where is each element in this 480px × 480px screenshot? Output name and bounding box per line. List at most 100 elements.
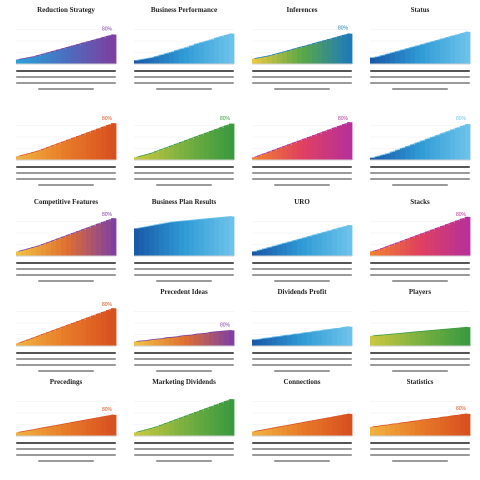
area-bar [327,39,333,64]
caption-lines [370,352,470,376]
area-bar [307,44,313,64]
area-bar [159,54,165,64]
area-bar [455,415,461,436]
area-bar [149,339,155,346]
caption-lines [252,166,352,190]
area-bar [445,37,451,64]
area-bar [174,50,180,64]
area-bar [81,134,87,160]
area-bar [61,424,67,436]
caption-line [134,358,234,360]
area-bar [96,313,102,346]
area-bar [430,137,436,160]
area-bar [385,153,391,160]
area-bar [460,125,466,160]
area-bar [46,332,52,346]
area-bar [415,142,421,160]
area-bar [390,244,396,256]
area-bar [21,431,27,436]
area-bar [312,420,318,436]
caption-line [370,172,470,174]
area-line [254,413,350,432]
area-bar [26,248,32,256]
caption-line [134,178,234,180]
area-bar [66,324,72,346]
area-bar [46,242,52,256]
area-bar [262,153,268,160]
area-bar [252,157,258,160]
area-bar [209,218,215,256]
area-bar [317,419,323,436]
caption-line [274,460,330,462]
area-bar [194,334,200,346]
caption-line [16,172,116,174]
area-bar [164,53,170,64]
area-bar [380,425,386,436]
area-bar [36,335,42,346]
caption-line [134,166,234,168]
area-bar [327,329,333,346]
caption-line [370,364,470,366]
caption-line [156,280,212,282]
caption-lines [370,70,470,94]
area-bar [169,421,175,436]
area-bar [395,242,401,256]
area-bar [277,244,283,256]
area-bar [287,424,293,436]
area-bar [347,122,353,160]
area-bar [257,57,263,64]
area-bar [214,331,220,346]
caption-line [274,370,330,372]
area-bar [375,56,381,64]
caption-line [252,454,352,456]
area-bar [420,44,426,64]
area-bar [262,429,268,436]
area-bar [139,340,145,346]
area-bar [252,58,258,64]
area-bar [26,153,32,160]
caption-line [274,88,330,90]
value-label: 80% [456,212,467,218]
chart-title: Statistics [406,378,434,386]
caption-line [134,70,234,72]
area-bar [415,420,421,436]
area-bar [144,429,150,436]
area-bar [224,125,230,160]
value-label: 80% [220,322,231,328]
area-bar [81,319,87,346]
area-bar [209,131,215,160]
chart-panel: Business Performance [128,6,240,102]
area-bar [139,155,145,160]
area-bar [31,56,37,64]
area-bar [302,138,308,160]
chart-panel: 80% [246,102,358,198]
area-bar [465,327,471,346]
area-bar [430,41,436,64]
chart-panel: Inferences 80% [246,6,358,102]
area-bar [410,144,416,160]
value-label: 80% [102,407,113,413]
area-bar [194,136,200,160]
caption-line [392,88,448,90]
area-bar [400,333,406,346]
area-bar [144,154,150,160]
area-bar [312,331,318,346]
area-bar [337,36,343,64]
caption-line [370,358,470,360]
area-bar [154,151,160,160]
area-bar [101,126,107,160]
area-line [372,413,468,428]
caption-line [370,448,470,450]
area-bar [337,227,343,256]
area-bar [420,419,426,436]
area-bar [347,33,353,64]
area-bar [26,430,32,436]
caption-line [134,262,234,264]
chart-panel: Status [364,6,476,102]
area-bar [31,337,37,346]
area-bar [460,414,466,436]
caption-lines [370,166,470,190]
value-label: 80% [220,116,231,122]
area-bar [385,424,391,436]
caption-line [252,274,352,276]
